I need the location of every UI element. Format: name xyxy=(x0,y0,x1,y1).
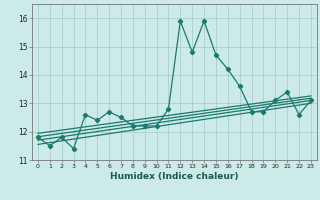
X-axis label: Humidex (Indice chaleur): Humidex (Indice chaleur) xyxy=(110,172,239,181)
